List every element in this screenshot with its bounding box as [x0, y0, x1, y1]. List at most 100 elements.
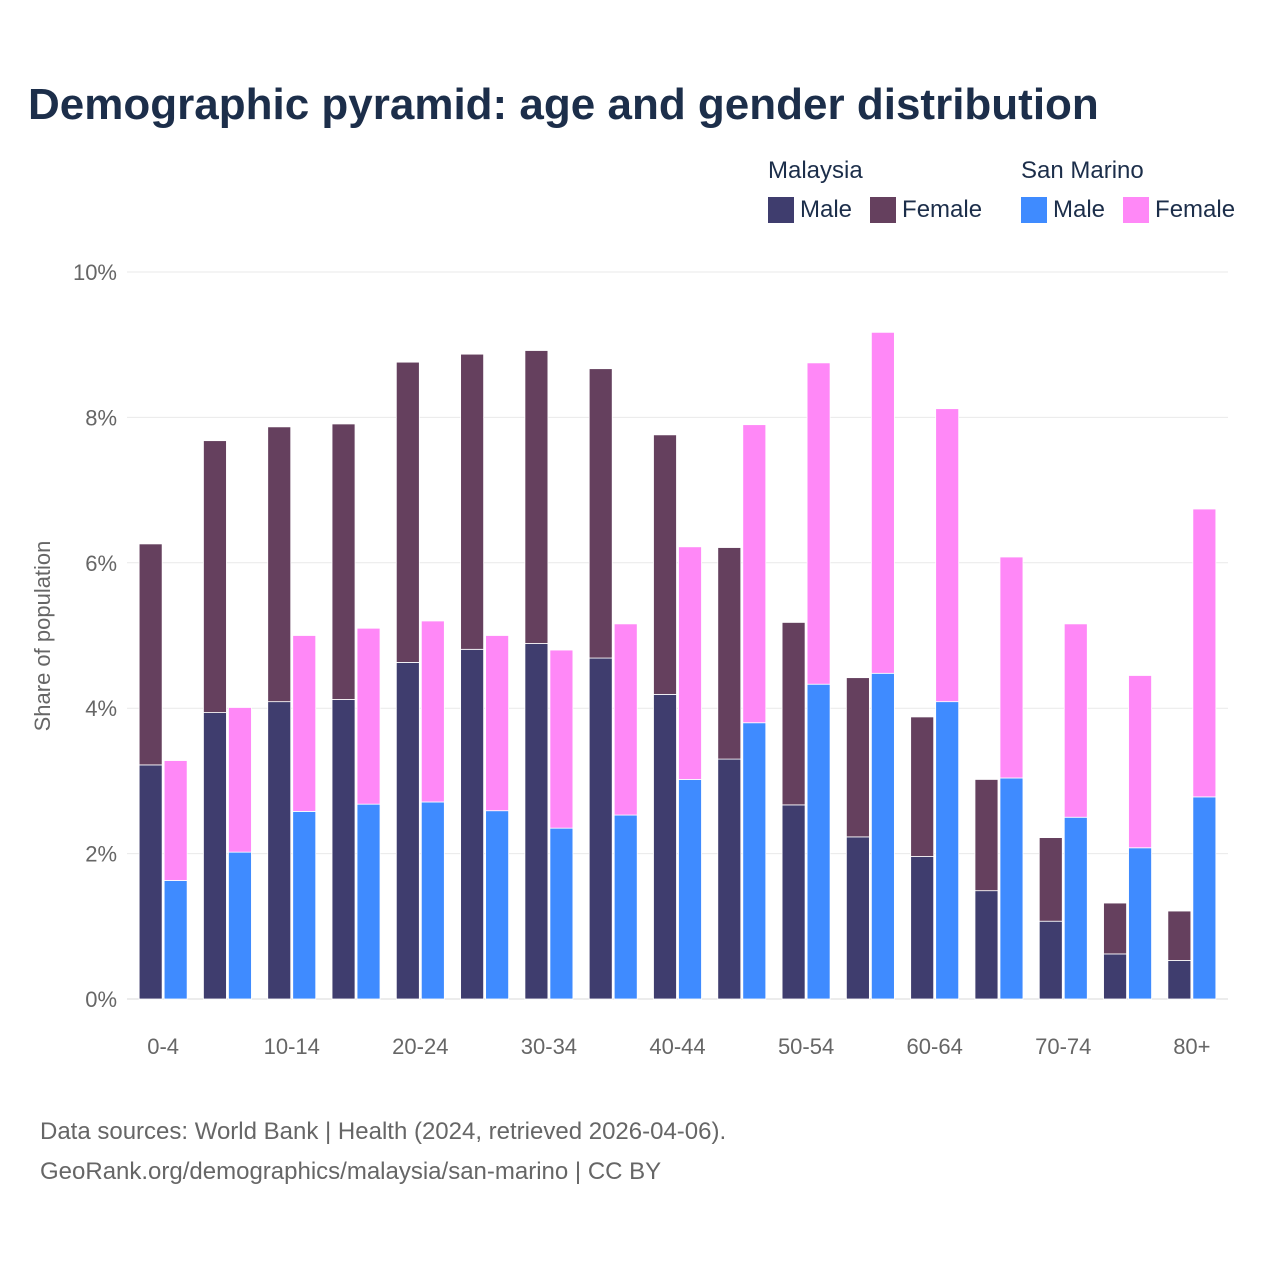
- bar-malaysia-male-60-64[interactable]: [910, 856, 935, 1000]
- bar-malaysia-female-35-39[interactable]: [588, 368, 613, 659]
- bar-san-marino-male-25-29[interactable]: [485, 810, 510, 1000]
- bar-san-marino-male-45-49[interactable]: [742, 722, 767, 1000]
- x-tick-label: 20-24: [392, 1034, 448, 1059]
- bar-malaysia-male-70-74[interactable]: [1038, 920, 1063, 1000]
- bar-malaysia-female-75-79[interactable]: [1103, 902, 1127, 955]
- bar-malaysia-male-40-44[interactable]: [653, 693, 677, 1000]
- chart-title: Demographic pyramid: age and gender dist…: [28, 80, 1099, 129]
- bar-san-marino-female-75-79[interactable]: [1128, 675, 1152, 849]
- bar-malaysia-female-55-59[interactable]: [845, 677, 870, 838]
- bar-san-marino-female-40-44[interactable]: [678, 546, 702, 780]
- bar-malaysia-male-10-14[interactable]: [267, 701, 292, 1000]
- legend-san-marino-title: San Marino: [1021, 157, 1144, 184]
- bar-malaysia-female-50-54[interactable]: [781, 622, 806, 806]
- bar-san-marino-male-70-74[interactable]: [1063, 816, 1088, 1000]
- bar-san-marino-female-55-59[interactable]: [870, 331, 895, 674]
- bar-san-marino-female-10-14[interactable]: [292, 635, 317, 812]
- bar-san-marino-male-35-39[interactable]: [613, 814, 638, 1000]
- bar-malaysia-female-15-19[interactable]: [331, 423, 356, 700]
- bars: [138, 331, 1217, 1000]
- bar-malaysia-male-65-69[interactable]: [974, 890, 999, 1000]
- bar-malaysia-male-50-54[interactable]: [781, 804, 806, 1000]
- bar-malaysia-female-25-29[interactable]: [460, 353, 485, 650]
- bar-malaysia-female-0-4[interactable]: [138, 543, 163, 766]
- bar-malaysia-male-20-24[interactable]: [395, 661, 420, 1000]
- bar-san-marino-female-30-34[interactable]: [549, 649, 574, 829]
- bar-san-marino-female-35-39[interactable]: [613, 623, 638, 816]
- bar-malaysia-male-0-4[interactable]: [138, 764, 163, 1000]
- bar-malaysia-female-65-69[interactable]: [974, 779, 999, 892]
- legend-malaysia-male[interactable]: Male: [768, 196, 852, 224]
- bar-san-marino-male-15-19[interactable]: [356, 803, 381, 1000]
- bar-san-marino-male-80-[interactable]: [1192, 796, 1217, 1000]
- bar-san-marino-male-40-44[interactable]: [678, 779, 702, 1000]
- bar-malaysia-male-45-49[interactable]: [717, 758, 742, 1000]
- bar-san-marino-female-25-29[interactable]: [485, 635, 510, 812]
- bar-san-marino-male-0-4[interactable]: [163, 880, 188, 1000]
- y-tick-label: 10%: [73, 260, 117, 285]
- bar-san-marino-female-45-49[interactable]: [742, 424, 767, 724]
- bar-malaysia-female-45-49[interactable]: [717, 547, 742, 760]
- legend-malaysia-female[interactable]: Female: [870, 196, 982, 224]
- x-tick-label: 80+: [1173, 1034, 1210, 1059]
- footer-source: Data sources: World Bank | Health (2024,…: [40, 1118, 727, 1145]
- bar-san-marino-female-5-9[interactable]: [228, 707, 252, 853]
- bar-san-marino-female-15-19[interactable]: [356, 627, 381, 805]
- bar-malaysia-male-25-29[interactable]: [460, 648, 485, 1000]
- bar-san-marino-female-65-69[interactable]: [999, 556, 1024, 779]
- bar-san-marino-male-20-24[interactable]: [420, 801, 445, 1000]
- bar-san-marino-male-75-79[interactable]: [1128, 847, 1152, 1000]
- bar-malaysia-female-60-64[interactable]: [910, 716, 935, 857]
- bar-malaysia-male-55-59[interactable]: [845, 836, 870, 1000]
- legend-swatch-san-marino-male: [1021, 197, 1047, 223]
- bar-malaysia-female-20-24[interactable]: [395, 361, 420, 663]
- x-tick-label: 0-4: [147, 1034, 179, 1059]
- bar-san-marino-female-0-4[interactable]: [163, 760, 188, 881]
- legend-malaysia-title: Malaysia: [768, 157, 863, 184]
- footer: Data sources: World Bank | Health (2024,…: [40, 1112, 726, 1192]
- bar-san-marino-female-20-24[interactable]: [420, 620, 445, 803]
- bar-san-marino-female-80-[interactable]: [1192, 508, 1217, 798]
- chart-plot: Share of population 0% 2% 4% 6% 8% 10% 0-4 10-…: [30, 260, 1228, 1059]
- bar-san-marino-male-30-34[interactable]: [549, 827, 574, 1000]
- bar-malaysia-male-5-9[interactable]: [203, 712, 227, 1000]
- bar-san-marino-male-5-9[interactable]: [228, 851, 252, 1000]
- bar-san-marino-male-55-59[interactable]: [870, 672, 895, 1000]
- bar-malaysia-female-80-[interactable]: [1167, 910, 1192, 961]
- bar-malaysia-female-10-14[interactable]: [267, 426, 292, 703]
- bar-malaysia-female-5-9[interactable]: [203, 440, 227, 713]
- bar-san-marino-male-60-64[interactable]: [935, 701, 960, 1000]
- x-tick-label: 50-54: [778, 1034, 834, 1059]
- bar-san-marino-female-50-54[interactable]: [806, 362, 831, 685]
- legend-san-marino-female[interactable]: Female: [1123, 196, 1235, 224]
- bar-malaysia-female-30-34[interactable]: [524, 350, 549, 644]
- legend-san-marino-male[interactable]: Male: [1021, 196, 1105, 224]
- bar-malaysia-male-30-34[interactable]: [524, 643, 549, 1000]
- bar-san-marino-male-50-54[interactable]: [806, 683, 831, 1000]
- y-tick-label: 8%: [85, 405, 117, 430]
- bar-malaysia-female-40-44[interactable]: [653, 434, 677, 695]
- legend-label: Female: [1155, 196, 1236, 223]
- bar-san-marino-female-70-74[interactable]: [1063, 623, 1088, 818]
- legend-label: Female: [902, 196, 983, 223]
- bar-malaysia-male-15-19[interactable]: [331, 699, 356, 1000]
- bar-malaysia-female-70-74[interactable]: [1038, 837, 1063, 922]
- y-axis-label: Share of population: [30, 541, 55, 732]
- y-tick-label: 6%: [85, 551, 117, 576]
- x-tick-labels: 0-4 10-14 20-24 30-34 40-44 50-54 60-64 70-74 80…: [147, 1034, 1210, 1059]
- bar-malaysia-male-35-39[interactable]: [588, 657, 613, 1000]
- footer-link[interactable]: GeoRank.org/demographics/malaysia/san-ma…: [40, 1158, 662, 1185]
- bar-san-marino-female-60-64[interactable]: [935, 408, 960, 703]
- bar-malaysia-male-80-[interactable]: [1167, 960, 1192, 1000]
- x-tick-label: 10-14: [264, 1034, 320, 1059]
- legend-label: Male: [1053, 196, 1106, 223]
- legend-malaysia: Malaysia Male Female: [768, 154, 982, 224]
- legend-swatch-malaysia-female: [870, 197, 897, 223]
- x-tick-label: 30-34: [521, 1034, 577, 1059]
- bar-malaysia-male-75-79[interactable]: [1103, 953, 1127, 1000]
- y-tick-label: 4%: [85, 696, 117, 721]
- legend-swatch-malaysia-male: [768, 197, 794, 223]
- bar-san-marino-male-65-69[interactable]: [999, 777, 1024, 1000]
- bar-san-marino-male-10-14[interactable]: [292, 811, 317, 1000]
- y-tick-label: 0%: [85, 987, 117, 1012]
